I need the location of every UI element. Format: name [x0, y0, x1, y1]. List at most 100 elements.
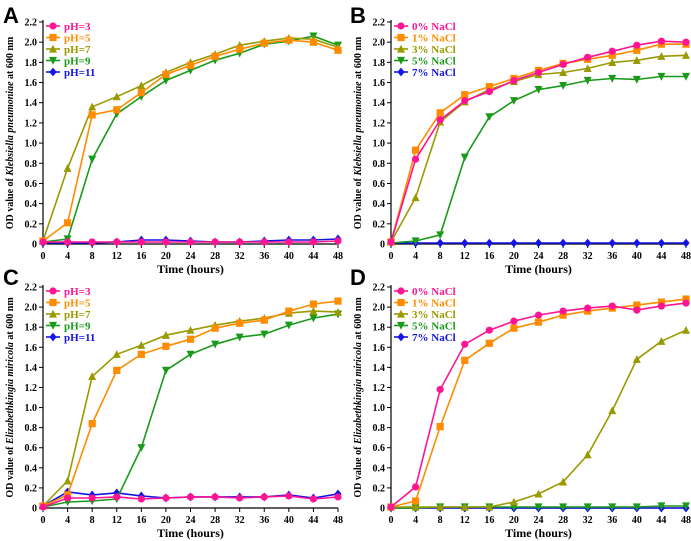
- legend-item: 7% NaCl: [394, 67, 456, 79]
- data-point: [137, 495, 145, 503]
- x-tick-label: 24: [534, 251, 544, 262]
- x-tick-label: 36: [259, 251, 269, 262]
- y-tick-label: 0.2: [373, 483, 386, 494]
- x-tick-label: 44: [308, 251, 318, 262]
- data-point: [186, 335, 195, 343]
- legend-item: 0% NaCl: [394, 286, 456, 298]
- panel-letter: C: [3, 265, 19, 290]
- data-point: [137, 89, 145, 97]
- data-point: [334, 297, 342, 305]
- legend-marker: [49, 33, 57, 42]
- data-point: [411, 502, 420, 511]
- x-tick-label: 20: [161, 515, 171, 526]
- y-tick-label: 2.2: [373, 18, 386, 29]
- y-tick-label: 1.8: [373, 58, 386, 69]
- legend-marker: [49, 22, 57, 30]
- legend-marker: [397, 44, 405, 53]
- y-tick-label: 0.6: [373, 443, 386, 454]
- data-point: [682, 38, 690, 46]
- data-point: [485, 82, 493, 91]
- legend-label: 0% NaCl: [412, 286, 456, 298]
- x-tick-label: 44: [656, 251, 666, 262]
- data-point: [436, 385, 444, 394]
- data-point: [137, 81, 146, 90]
- data-point: [510, 324, 518, 332]
- x-tick-label: 8: [438, 515, 443, 526]
- x-tick-label: 32: [583, 251, 593, 262]
- data-point: [63, 476, 72, 485]
- data-point: [63, 238, 72, 246]
- legend-label: pH=5: [64, 33, 91, 45]
- legend-marker: [397, 33, 405, 42]
- series-line: [391, 329, 687, 508]
- y-tick-label: 1.6: [25, 78, 38, 89]
- data-point: [113, 238, 121, 246]
- x-tick-label: 24: [534, 515, 544, 526]
- y-tick-label: 1.0: [373, 139, 386, 150]
- data-point: [485, 502, 494, 511]
- data-point: [657, 37, 666, 45]
- legend-item: 1% NaCl: [394, 298, 456, 310]
- legend: pH=3pH=5pH=7pH=9pH=11: [46, 21, 95, 79]
- x-tick-label: 24: [186, 515, 196, 526]
- data-point: [633, 306, 641, 314]
- y-tick-label: 0.6: [25, 179, 38, 190]
- x-tick-label: 0: [41, 515, 46, 526]
- data-point: [485, 88, 493, 96]
- data-point: [436, 502, 445, 511]
- y-tick-label: 1.2: [373, 383, 386, 394]
- x-tick-label: 4: [413, 251, 418, 262]
- legend-label: 1% NaCl: [412, 33, 456, 45]
- data-point: [510, 76, 518, 85]
- data-point: [162, 70, 170, 79]
- x-tick-label: 0: [41, 251, 46, 262]
- data-point: [161, 76, 170, 85]
- data-point: [534, 318, 543, 326]
- data-point: [534, 503, 543, 512]
- data-point: [584, 304, 592, 312]
- data-point: [485, 238, 493, 248]
- legend-marker: [397, 287, 405, 295]
- series-3-nacl: [387, 51, 690, 246]
- data-point: [112, 92, 121, 101]
- legend-label: 3% NaCl: [412, 44, 456, 56]
- panel-b: B00.20.40.60.81.01.21.41.61.82.02.20 4 8 12…: [350, 3, 691, 276]
- x-tick-label: 48: [333, 515, 343, 526]
- panel-a: A00.20.40.60.81.01.21.41.61.82.02.20 4 8 12…: [3, 3, 343, 276]
- y-tick-label: 1.0: [25, 403, 38, 414]
- data-point: [411, 193, 420, 202]
- data-point: [608, 503, 617, 512]
- x-tick-label: 20: [509, 515, 519, 526]
- data-point: [608, 58, 617, 66]
- data-point: [186, 61, 195, 69]
- data-point: [334, 493, 342, 501]
- x-tick-label: 44: [308, 515, 318, 526]
- legend-item: pH=9: [46, 56, 91, 68]
- series-0-nacl: [387, 299, 690, 511]
- data-point: [608, 47, 616, 55]
- legend-label: pH=11: [64, 67, 95, 79]
- data-point: [260, 330, 269, 339]
- data-point: [633, 238, 641, 248]
- data-point: [559, 68, 568, 77]
- x-tick-label: 36: [259, 515, 269, 526]
- data-point: [211, 340, 220, 349]
- y-tick-label: 1.2: [373, 118, 386, 129]
- y-tick-label: 0.8: [25, 159, 38, 170]
- data-point: [285, 492, 293, 500]
- data-point: [309, 300, 318, 308]
- y-tick-label: 2.2: [25, 283, 38, 294]
- data-point: [559, 477, 568, 486]
- data-point: [632, 503, 641, 512]
- y-tick-label: 1.4: [373, 363, 386, 374]
- x-tick-label: 4: [65, 515, 70, 526]
- data-point: [260, 39, 268, 47]
- x-tick-label: 16: [136, 251, 146, 262]
- data-point: [211, 493, 219, 501]
- data-point: [113, 366, 121, 374]
- data-point: [137, 238, 145, 246]
- legend-item: 5% NaCl: [394, 56, 456, 68]
- legend-label: pH=3: [64, 21, 91, 33]
- data-point: [236, 319, 244, 327]
